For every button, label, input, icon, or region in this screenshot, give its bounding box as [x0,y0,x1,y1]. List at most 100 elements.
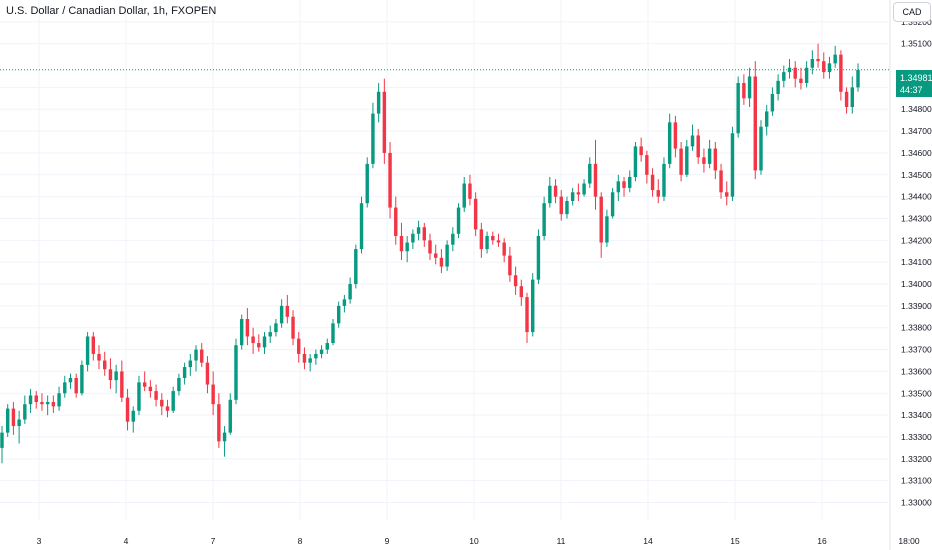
candle-down [844,91,849,108]
candle-up [445,244,449,267]
y-tick-label: 1.33600 [901,366,932,376]
x-tick-label: 10 [469,536,479,546]
y-tick-label: 1.34000 [901,279,932,289]
x-tick-label: 3 [37,536,42,546]
last-price-tag: 1.34981 44:37 [896,70,932,97]
candle-down [217,404,221,442]
candle-down [496,240,501,243]
candle-up [565,201,569,215]
candle-down [473,198,478,230]
candle-up [28,395,33,405]
candle-down [91,336,96,354]
candle-down [394,207,398,236]
candle-down [51,402,56,407]
candle-down [713,148,718,171]
candle-up [610,192,615,217]
candle-up [23,404,27,420]
x-tick-label: 11 [557,536,566,546]
x-tick-label: 15 [730,536,740,546]
candle-up [234,345,238,400]
y-tick-label: 1.34400 [901,192,932,202]
candle-up [787,67,792,73]
candle-up [405,242,409,252]
candle-up [336,305,341,324]
candle-up [730,133,735,197]
candle-down [388,152,392,208]
candle-up [810,58,815,68]
candle-up [45,402,50,405]
candle-up [616,181,621,193]
y-tick-label: 1.34100 [901,257,932,267]
candle-up [850,87,855,108]
candle-up [411,233,415,243]
candle-down [399,235,404,252]
candle-down [251,336,255,344]
candle-down [799,78,803,84]
y-tick-label: 1.34500 [901,170,932,180]
y-tick-label: 1.33100 [901,476,932,486]
candle-up [485,235,489,250]
candle-down [508,255,512,276]
candle-up [707,148,712,164]
candle-down [599,196,603,243]
candle-up [451,233,455,245]
candle-up [462,183,466,208]
candle-up [662,163,666,197]
candle-down [479,229,484,250]
candle-down [257,343,261,348]
candle-down [525,297,529,333]
candle-up [685,146,689,175]
candle-down [622,181,626,188]
x-tick-label: 18:00 [898,536,920,546]
time-axis[interactable]: 3 4 7 8 9 10 11 14 15 16 18:00 [37,536,920,546]
candle-down [702,157,706,164]
candle-up [314,353,318,359]
candle-down [125,397,130,422]
candle-down [422,227,427,241]
candle-down [468,183,472,199]
candle-up [456,207,461,234]
candle-up [319,349,324,354]
candle-up [68,377,73,383]
x-tick-label: 4 [124,536,129,546]
candle-up [137,382,141,411]
candle-down [108,369,113,381]
candle-down [439,257,444,267]
candle-up [827,63,832,73]
candle-up [570,192,575,202]
candle-down [725,192,729,197]
candle-up [331,323,335,344]
candle-down [593,163,598,197]
bar-countdown: 44:37 [900,85,923,95]
candle-up [268,332,272,337]
grid-lines [0,0,888,520]
candle-down [639,146,643,156]
candle-up [188,360,193,368]
currency-button[interactable]: CAD [893,2,931,22]
candle-down [553,185,558,197]
candle-down [793,67,797,79]
candle-down [160,399,164,407]
candle-down [719,170,723,193]
y-tick-label: 1.33000 [901,498,932,508]
candle-down [103,360,107,370]
y-tick-label: 1.33700 [901,345,932,355]
candle-down [165,406,170,411]
candle-up [17,419,21,427]
y-tick-label: 1.34600 [901,148,932,158]
candle-up [833,54,837,64]
x-tick-label: 8 [298,536,303,546]
y-tick-label: 1.34200 [901,235,932,245]
candle-up [856,69,860,88]
candle-up [131,410,135,422]
candle-up [359,203,364,250]
candle-up [63,382,67,394]
candle-down [673,122,678,149]
candle-down [245,318,250,337]
candle-down [142,382,147,387]
candle-up [325,343,329,350]
candle-down [513,275,518,287]
chart-title: U.S. Dollar / Canadian Dollar, 1h, FXOPE… [6,5,217,17]
candle-up [804,67,809,84]
